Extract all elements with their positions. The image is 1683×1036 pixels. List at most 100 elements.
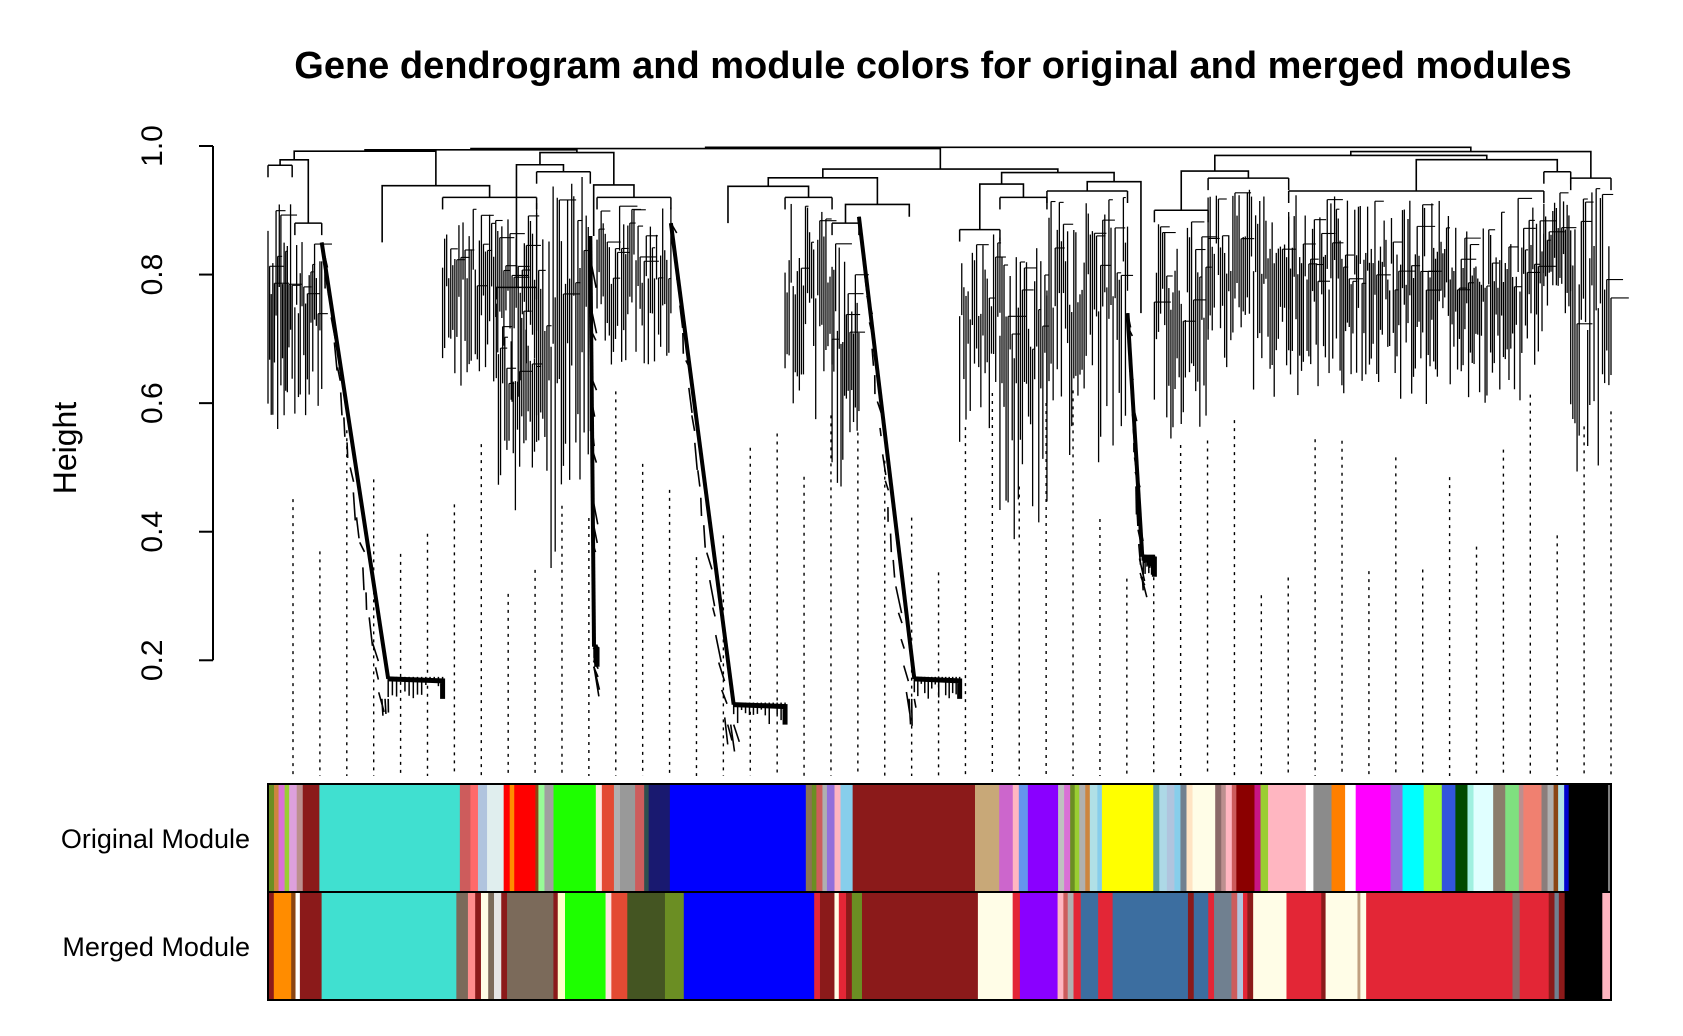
module-color-segment bbox=[1260, 784, 1269, 892]
module-color-segment bbox=[1112, 892, 1189, 1000]
module-color-segment bbox=[535, 784, 540, 892]
dendrogram-branch bbox=[727, 185, 810, 224]
y-tick-label: 0.6 bbox=[136, 382, 169, 424]
module-color-segment bbox=[1523, 784, 1543, 892]
module-color-segment bbox=[1564, 892, 1603, 1000]
module-color-segment bbox=[268, 784, 275, 892]
module-color-segment bbox=[1214, 892, 1233, 1000]
module-color-segment bbox=[1441, 784, 1456, 892]
module-color-segment bbox=[1345, 784, 1357, 892]
module-color-segment bbox=[595, 784, 603, 892]
module-color-segment bbox=[975, 784, 1000, 892]
dendrogram-branch bbox=[732, 724, 741, 743]
dendrogram-branch bbox=[871, 348, 875, 366]
module-color-segment bbox=[1019, 892, 1059, 1000]
module-color-segment bbox=[1254, 784, 1262, 892]
module-color-segment bbox=[501, 892, 508, 1000]
dendrogram-branch bbox=[856, 216, 917, 680]
dendrogram-branch bbox=[1125, 313, 1145, 557]
dendrogram-tree bbox=[267, 146, 1629, 776]
dendrogram-branch bbox=[365, 592, 368, 610]
module-color-segment bbox=[1505, 784, 1520, 892]
dendrogram-branch bbox=[1214, 154, 1488, 172]
module-color-segment bbox=[514, 784, 536, 892]
module-color-segment bbox=[487, 784, 505, 892]
dendrogram-branch bbox=[714, 634, 723, 663]
dendrogram-branch bbox=[381, 698, 384, 716]
dendrogram-branch bbox=[1349, 150, 1592, 179]
dendrogram-branch bbox=[897, 612, 903, 624]
dendrogram-branch bbox=[1415, 158, 1559, 191]
dendrogram-branch bbox=[362, 567, 365, 591]
dendrogram-branch bbox=[706, 552, 713, 570]
dendrogram-branch bbox=[711, 607, 716, 617]
module-color-segment bbox=[1098, 892, 1114, 1000]
module-color-segment bbox=[814, 892, 821, 1000]
module-color-segment bbox=[683, 892, 815, 1000]
dendrogram-branch bbox=[336, 367, 342, 381]
module-color-segment bbox=[494, 892, 502, 1000]
dendrogram-branch bbox=[1086, 180, 1142, 314]
module-color-segment bbox=[467, 892, 476, 1000]
module-color-segment bbox=[1602, 892, 1612, 1000]
dendrogram-branch bbox=[343, 417, 346, 437]
module-color-segment bbox=[1493, 784, 1506, 892]
module-color-segment bbox=[1305, 784, 1314, 892]
module-color-segment bbox=[822, 784, 828, 892]
module-color-segment bbox=[1564, 784, 1570, 892]
chart-title: Gene dendrogram and module colors for or… bbox=[294, 45, 1571, 87]
dendrogram-branch bbox=[470, 147, 942, 170]
module-color-segment bbox=[1074, 784, 1080, 892]
module-color-segment bbox=[509, 784, 515, 892]
module-row-labels: Original Module Merged Module bbox=[61, 824, 250, 962]
dendrogram-branch bbox=[352, 492, 357, 521]
module-color-segment bbox=[1085, 784, 1091, 892]
module-color-segment bbox=[1554, 892, 1560, 1000]
module-color-segment bbox=[1268, 784, 1307, 892]
module-color-segment bbox=[1097, 784, 1103, 892]
module-color-segment bbox=[295, 892, 301, 1000]
module-color-segment bbox=[1568, 784, 1609, 892]
dendrogram-branch bbox=[726, 724, 733, 741]
module-color-segment bbox=[1558, 784, 1565, 892]
dendrogram-branch bbox=[699, 497, 703, 517]
module-color-segment bbox=[1215, 784, 1222, 892]
module-color-segment bbox=[1221, 784, 1227, 892]
module-color-segment bbox=[840, 784, 854, 892]
module-color-segment bbox=[1174, 784, 1182, 892]
module-color-segment bbox=[1080, 892, 1099, 1000]
module-color-segment bbox=[296, 784, 304, 892]
dendrogram-branch bbox=[691, 415, 696, 432]
y-tick-label: 1.0 bbox=[136, 125, 169, 167]
module-color-segment bbox=[1018, 784, 1029, 892]
module-color-segment bbox=[1313, 784, 1333, 892]
module-color-segment bbox=[1390, 784, 1404, 892]
module-color-segment bbox=[1473, 784, 1494, 892]
module-color-segment bbox=[1231, 784, 1237, 892]
module-color-bars bbox=[267, 783, 1612, 1001]
y-axis: 0.2 0.4 0.6 0.8 1.0 bbox=[136, 125, 214, 681]
dendrogram-branch bbox=[346, 442, 349, 458]
module-color-segment bbox=[838, 892, 847, 1000]
module-color-segment bbox=[289, 784, 298, 892]
module-color-segment bbox=[1558, 892, 1566, 1000]
dendrogram-branch bbox=[881, 454, 887, 476]
module-color-segment bbox=[1186, 784, 1194, 892]
module-color-segment bbox=[635, 784, 645, 892]
color-row-label: Original Module bbox=[61, 824, 250, 854]
dendrogram-branch bbox=[381, 184, 491, 243]
dendrogram-branch bbox=[539, 151, 615, 185]
module-color-segment bbox=[268, 892, 275, 1000]
module-color-segment bbox=[480, 892, 489, 1000]
module-color-segment bbox=[1355, 784, 1392, 892]
dendrogram-branch bbox=[895, 586, 903, 614]
module-color-segment bbox=[1541, 784, 1549, 892]
module-color-segment bbox=[477, 784, 488, 892]
module-color-segment bbox=[1058, 784, 1065, 892]
module-color-segment bbox=[1321, 892, 1327, 1000]
module-color-segment bbox=[977, 892, 1014, 1000]
dendrogram-branch bbox=[319, 242, 391, 680]
module-color-segment bbox=[557, 892, 566, 1000]
dendrogram-branch bbox=[349, 467, 355, 482]
module-color-segment bbox=[1366, 892, 1514, 1000]
